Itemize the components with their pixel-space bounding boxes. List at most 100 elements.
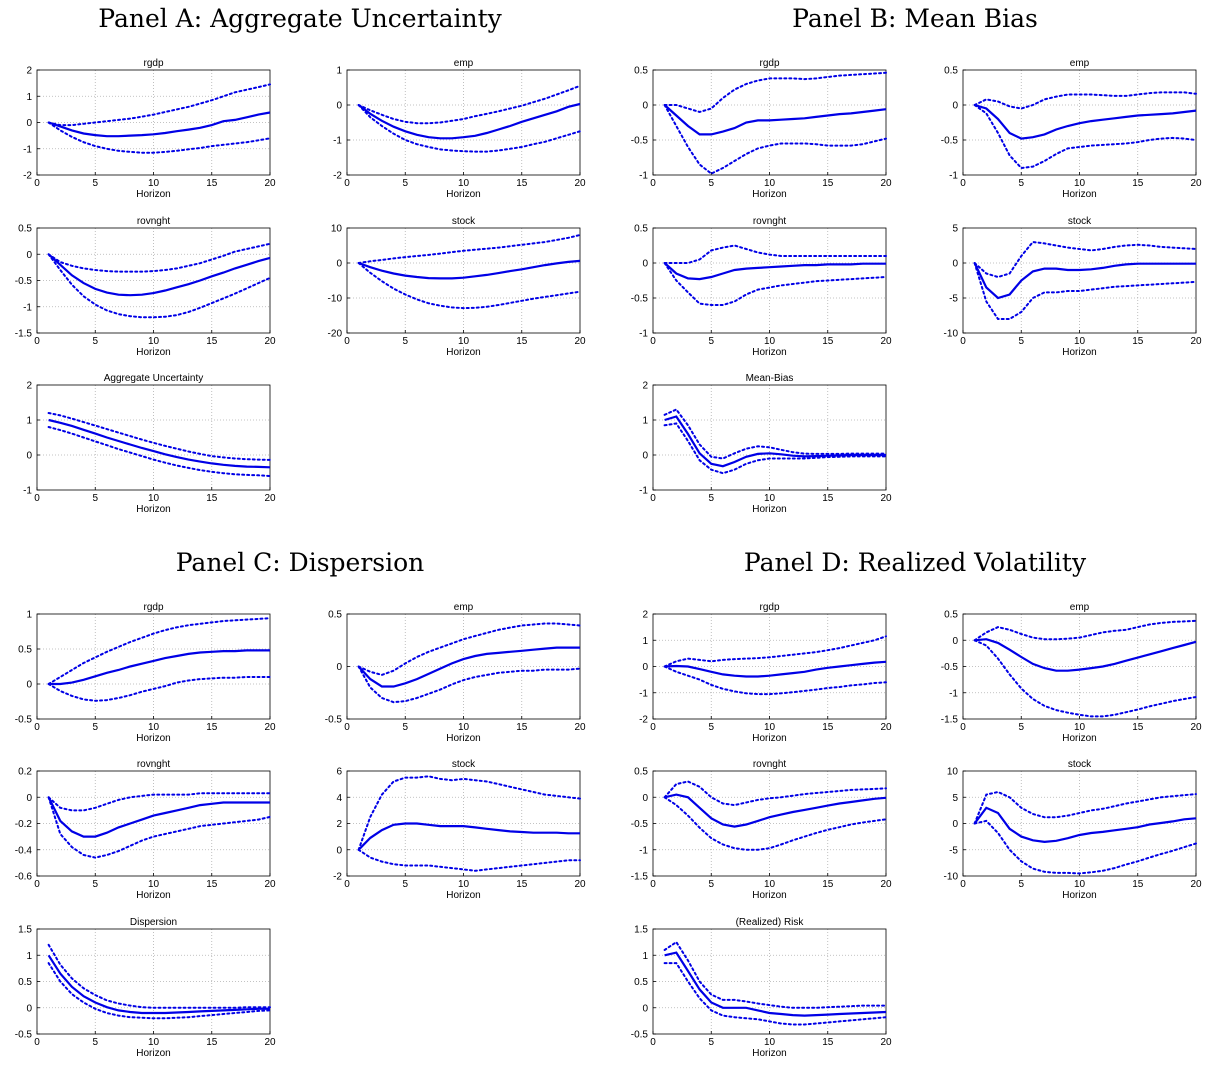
x-tick-label: 0 — [344, 879, 350, 890]
y-tick-label: 1.5 — [18, 925, 32, 936]
median-response-line — [48, 111, 271, 138]
subplot-title: rovnght — [753, 759, 787, 770]
x-tick-label: 0 — [344, 722, 350, 733]
x-tick-label: 5 — [708, 1037, 714, 1048]
median-response-line — [973, 806, 1197, 844]
x-tick-label: 10 — [764, 336, 776, 347]
y-tick-label: -1 — [949, 171, 958, 182]
x-axis-label: Horizon — [1062, 890, 1096, 901]
x-tick-label: 10 — [148, 336, 160, 347]
x-tick-label: 20 — [264, 493, 276, 504]
x-tick-label: 5 — [402, 336, 408, 347]
x-axis-label: Horizon — [752, 733, 786, 744]
subplot-title: rovnght — [753, 216, 787, 227]
subplot-A-emp: 0 5 10 15 20 -2 -1 0 1 emp Horizon — [333, 58, 586, 200]
subplot-title: stock — [452, 216, 476, 227]
lower-band-line — [47, 253, 271, 319]
x-tick-label: 10 — [1074, 722, 1086, 733]
y-tick-label: -1 — [639, 688, 648, 699]
x-tick-label: 15 — [206, 336, 218, 347]
y-tick-label: -0.6 — [15, 872, 33, 883]
x-tick-label: 20 — [574, 336, 586, 347]
subplot-title: Aggregate Uncertainty — [104, 373, 204, 384]
x-tick-label: 15 — [822, 722, 834, 733]
lower-band-line — [973, 639, 1197, 718]
x-tick-label: 5 — [1018, 178, 1024, 189]
y-tick-label: -10 — [944, 329, 959, 340]
y-tick-label: 0 — [336, 662, 342, 673]
y-tick-label: -2 — [639, 715, 648, 726]
x-tick-label: 15 — [206, 879, 218, 890]
x-tick-label: 0 — [34, 178, 40, 189]
upper-band-line — [973, 790, 1197, 825]
upper-band-line — [663, 71, 887, 114]
y-tick-label: -1 — [333, 136, 342, 147]
median-response-line — [664, 951, 887, 1017]
subplot-D-emp: 0 5 10 15 20 -1.5 -1 -0.5 0 0.5 emp Horizon — [941, 602, 1202, 744]
y-tick-label: -0.5 — [15, 1030, 33, 1041]
y-tick-label: 0 — [336, 101, 342, 112]
x-tick-label: 0 — [960, 336, 966, 347]
y-tick-label: 2 — [336, 819, 342, 830]
x-axis-label: Horizon — [752, 1048, 786, 1059]
x-tick-label: 15 — [1132, 879, 1144, 890]
y-tick-label: -20 — [328, 329, 343, 340]
subplot-title: emp — [1070, 602, 1090, 613]
y-tick-label: -0.2 — [15, 819, 33, 830]
y-tick-label: 0 — [26, 1003, 32, 1014]
median-response-line — [48, 418, 271, 469]
lower-band-line — [663, 104, 887, 175]
x-axis-label: Horizon — [136, 347, 170, 358]
subplot-D-stock: 0 5 10 15 20 -10 -5 0 5 10 stock Horizon — [944, 759, 1202, 901]
x-tick-label: 5 — [92, 722, 98, 733]
x-tick-label: 20 — [880, 493, 892, 504]
upper-band-line — [973, 240, 1197, 279]
y-tick-label: 0 — [952, 636, 958, 647]
y-tick-label: -5 — [949, 294, 958, 305]
x-tick-label: 0 — [34, 1037, 40, 1048]
x-tick-label: 20 — [880, 336, 892, 347]
x-axis-label: Horizon — [752, 189, 786, 200]
panel-title-c: Panel C: Dispersion — [175, 548, 425, 577]
y-tick-label: 0 — [952, 259, 958, 270]
subplot-title: Mean-Bias — [746, 373, 794, 384]
x-tick-label: 0 — [650, 178, 656, 189]
x-tick-label: 15 — [206, 1037, 218, 1048]
y-tick-label: 2 — [26, 66, 32, 77]
y-tick-label: -1 — [23, 144, 32, 155]
x-tick-label: 15 — [516, 879, 528, 890]
y-tick-label: 0 — [26, 793, 32, 804]
x-tick-label: 20 — [264, 879, 276, 890]
y-tick-label: 0.5 — [18, 645, 32, 656]
subplot-B-rgdp: 0 5 10 15 20 -1 -0.5 0 0.5 rgdp Horizon — [631, 58, 892, 200]
x-tick-label: 5 — [708, 879, 714, 890]
median-response-line — [663, 104, 887, 136]
y-tick-label: 1.5 — [634, 925, 648, 936]
y-tick-label: -0.5 — [631, 1030, 649, 1041]
y-tick-label: -2 — [333, 872, 342, 883]
x-tick-label: 10 — [458, 722, 470, 733]
x-tick-label: 0 — [344, 178, 350, 189]
y-tick-label: 0.5 — [634, 977, 648, 988]
y-tick-label: 1 — [642, 416, 648, 427]
y-tick-label: 1 — [26, 951, 32, 962]
x-tick-label: 0 — [34, 879, 40, 890]
x-axis-label: Horizon — [1062, 733, 1096, 744]
subplot-title: stock — [452, 759, 476, 770]
median-response-line — [664, 415, 886, 468]
y-tick-label: 5 — [952, 793, 958, 804]
subplot-title: rgdp — [143, 602, 163, 613]
x-tick-label: 20 — [264, 722, 276, 733]
x-axis-label: Horizon — [136, 733, 170, 744]
upper-band-line — [47, 412, 271, 461]
x-tick-label: 0 — [650, 1037, 656, 1048]
y-tick-label: -0.5 — [941, 136, 959, 147]
upper-band-line — [663, 940, 887, 1009]
y-tick-label: 0 — [26, 451, 32, 462]
y-tick-label: -2 — [23, 171, 32, 182]
x-tick-label: 10 — [148, 493, 160, 504]
x-tick-label: 20 — [1190, 178, 1202, 189]
x-tick-label: 5 — [1018, 722, 1024, 733]
x-tick-label: 15 — [822, 493, 834, 504]
